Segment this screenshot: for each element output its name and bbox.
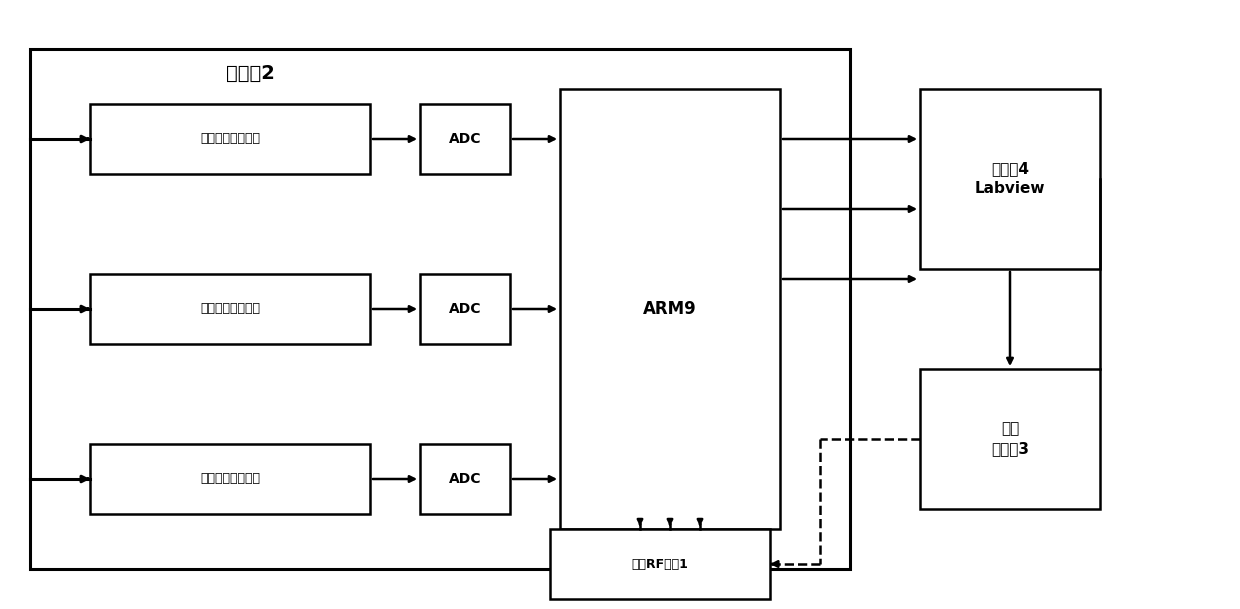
FancyBboxPatch shape [420, 104, 510, 174]
FancyBboxPatch shape [420, 274, 510, 344]
FancyBboxPatch shape [91, 444, 370, 514]
FancyBboxPatch shape [91, 274, 370, 344]
FancyBboxPatch shape [91, 104, 370, 174]
Text: 输出功率探头模块: 输出功率探头模块 [200, 303, 260, 315]
FancyBboxPatch shape [920, 89, 1100, 269]
Text: ADC: ADC [449, 302, 481, 316]
FancyBboxPatch shape [560, 89, 780, 529]
Text: 输入功率探头模块: 输入功率探头模块 [200, 133, 260, 146]
FancyBboxPatch shape [420, 444, 510, 514]
Text: 上位机4
Labview: 上位机4 Labview [975, 161, 1045, 196]
Text: 同轴RF开关1: 同轴RF开关1 [631, 557, 688, 571]
FancyBboxPatch shape [551, 529, 770, 599]
Text: ADC: ADC [449, 132, 481, 146]
Text: 开关
控制器3: 开关 控制器3 [991, 421, 1029, 456]
Text: 控制器2: 控制器2 [226, 64, 274, 83]
Text: 反射功率探头模块: 反射功率探头模块 [200, 473, 260, 485]
Text: ADC: ADC [449, 472, 481, 486]
Text: ARM9: ARM9 [644, 300, 697, 318]
FancyBboxPatch shape [30, 49, 849, 569]
FancyBboxPatch shape [920, 369, 1100, 509]
